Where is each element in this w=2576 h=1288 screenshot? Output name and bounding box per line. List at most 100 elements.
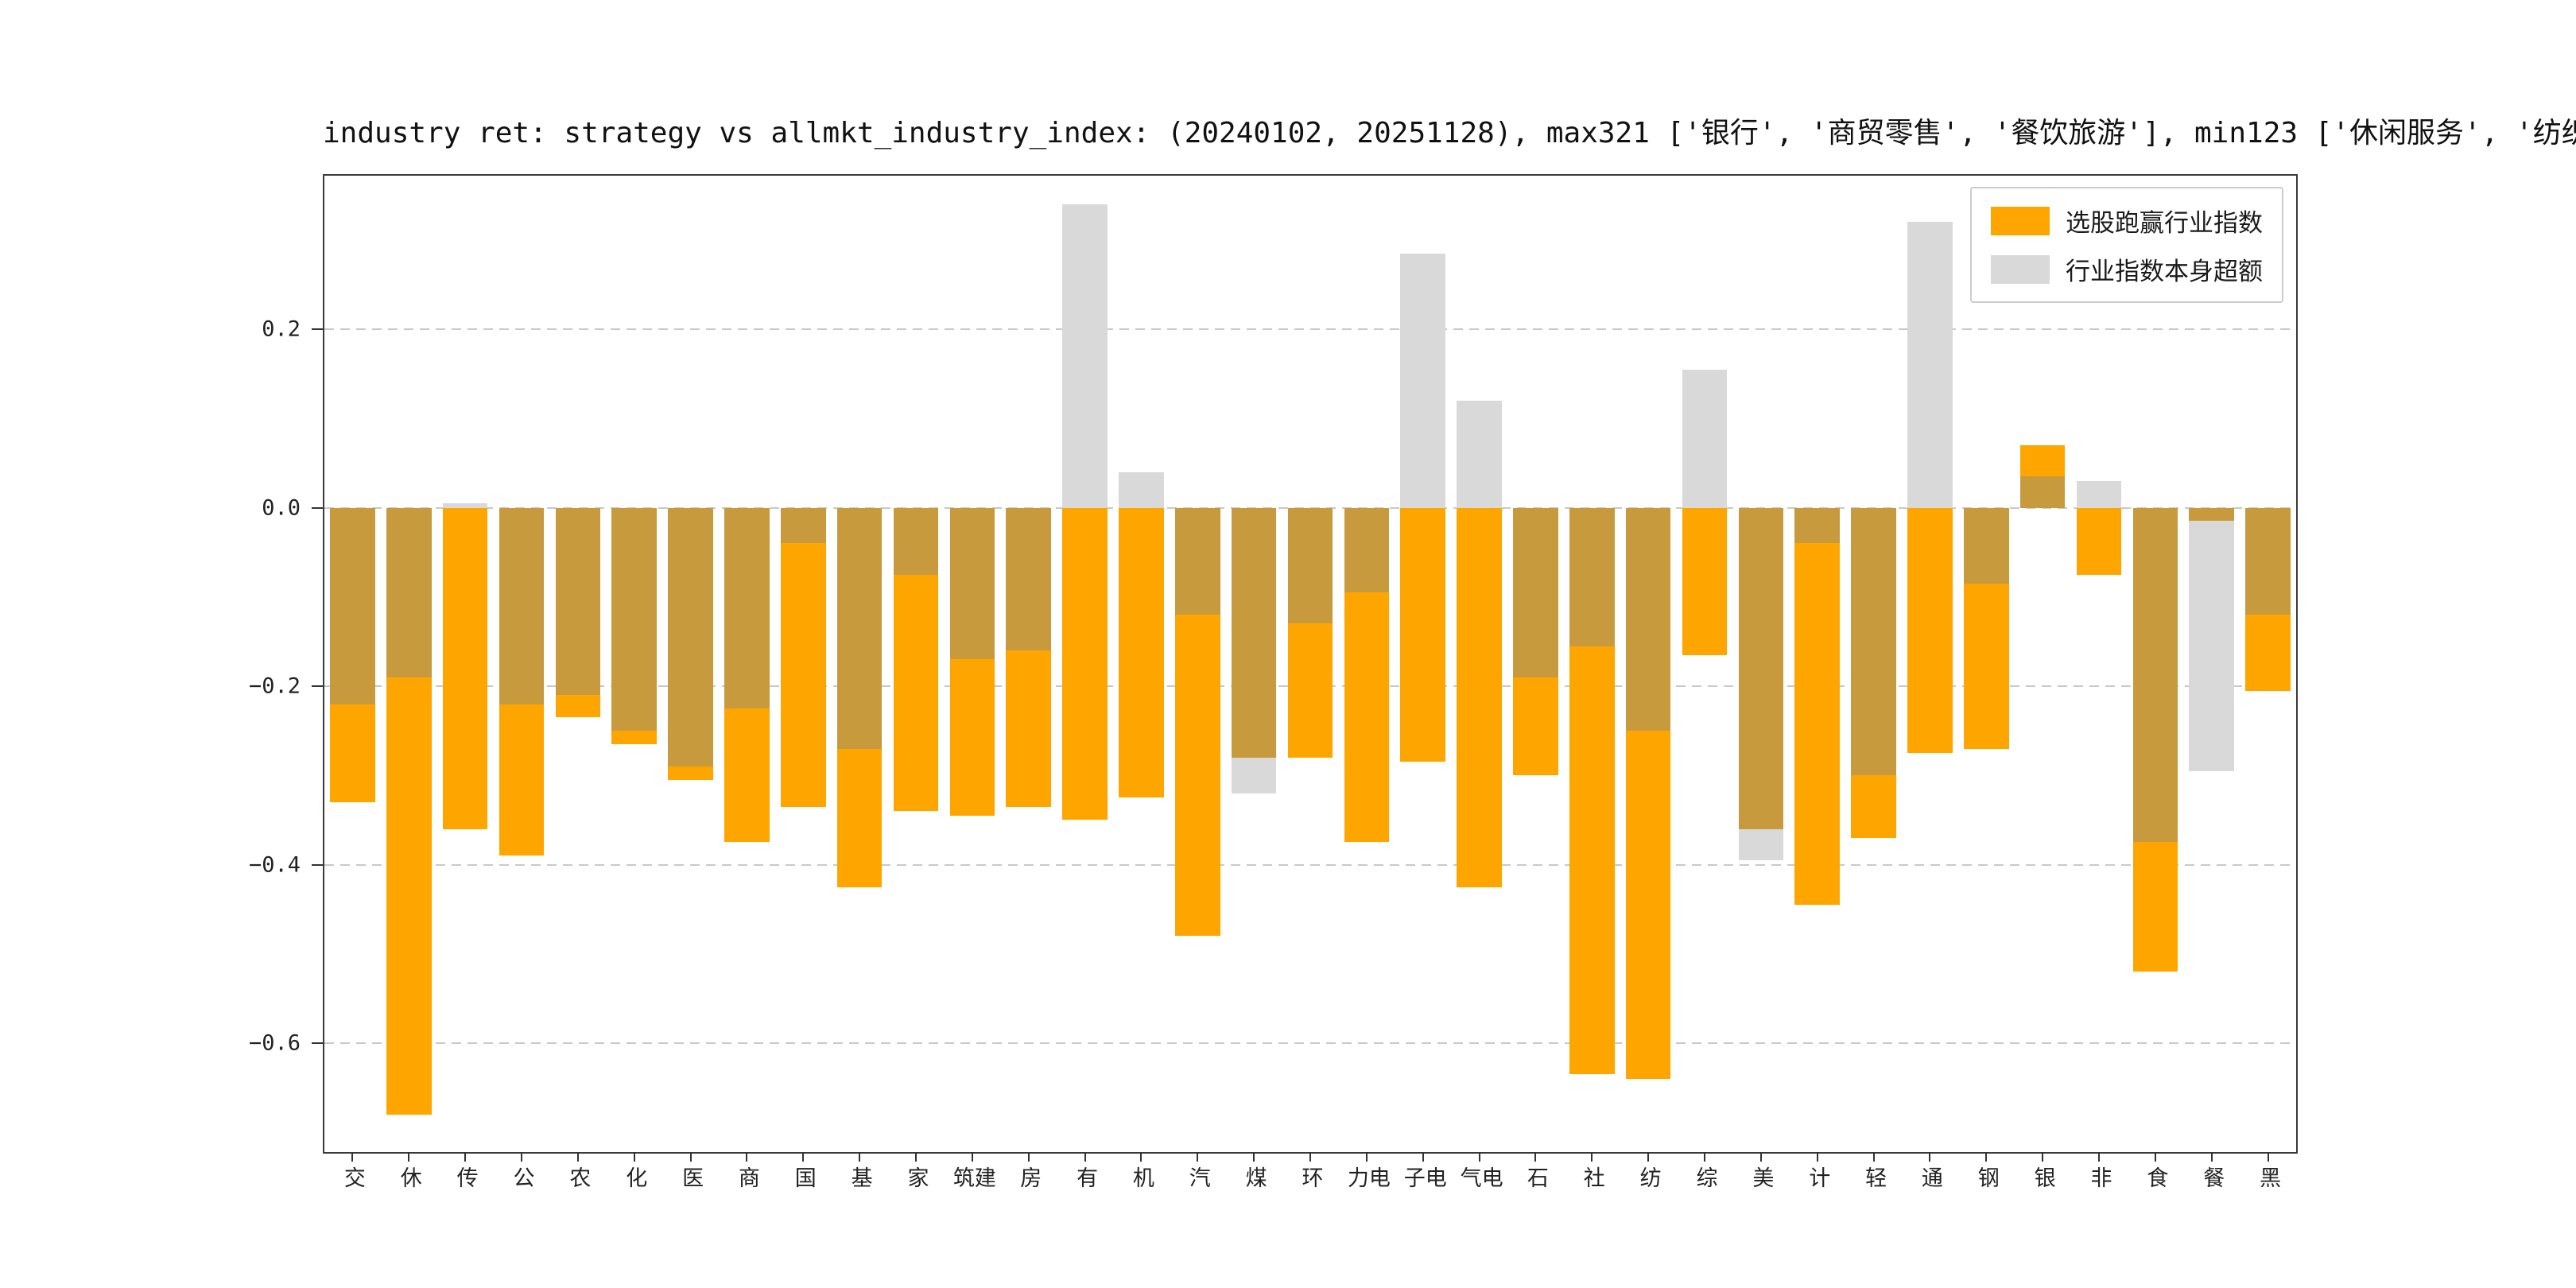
bar-segment xyxy=(2245,507,2291,615)
x-tick-mark xyxy=(1985,1152,1988,1162)
bar-segment xyxy=(1006,650,1052,807)
bar-segment xyxy=(2245,615,2291,691)
bar-segment xyxy=(1119,507,1164,798)
x-tick-label: 家 xyxy=(903,1166,929,1188)
x-tick-label: 非 xyxy=(2086,1166,2112,1188)
bar-segment xyxy=(499,704,545,856)
bar-segment xyxy=(1851,775,1896,838)
x-tick-label: 休 xyxy=(396,1166,421,1188)
bar-segment xyxy=(724,507,770,709)
x-tick-label: 公 xyxy=(509,1166,534,1188)
bar-segment xyxy=(2076,480,2122,508)
bar-segment xyxy=(1794,507,1841,544)
bar-segment xyxy=(668,507,713,767)
bar-segment xyxy=(2019,476,2066,508)
x-tick-mark xyxy=(1534,1152,1537,1162)
legend-label: 选股跑赢行业指数 xyxy=(2066,209,2263,238)
x-tick-label: 餐 xyxy=(2199,1166,2225,1188)
gridline xyxy=(324,328,2296,331)
bar-segment xyxy=(1625,731,1671,1079)
x-tick-label: 传 xyxy=(452,1166,478,1188)
x-tick-mark xyxy=(1084,1152,1086,1162)
bar-segment xyxy=(1682,507,1728,655)
gridline xyxy=(324,1042,2296,1045)
x-tick-mark xyxy=(1816,1152,1818,1162)
y-tick-label: −0.4 xyxy=(248,852,301,878)
x-tick-label: 美 xyxy=(1748,1166,1774,1188)
bar-segment xyxy=(668,766,713,780)
bar-segment xyxy=(1400,507,1446,762)
bar-segment xyxy=(442,507,488,829)
x-tick-label: 农 xyxy=(565,1166,591,1188)
x-tick-label: 银 xyxy=(2030,1166,2055,1188)
bar-segment xyxy=(1344,592,1390,843)
bar-segment xyxy=(780,543,826,807)
x-tick-label: 电子 xyxy=(1399,1166,1446,1188)
y-tick-mark xyxy=(312,328,323,331)
x-tick-label: 化 xyxy=(622,1166,647,1188)
y-tick-label: 0.0 xyxy=(262,495,301,521)
x-tick-label: 基 xyxy=(847,1166,872,1188)
bar-segment xyxy=(1907,222,1953,508)
legend: 选股跑赢行业指数 行业指数本身超额 xyxy=(1970,187,2283,303)
bar-segment xyxy=(1513,507,1558,677)
bar-segment xyxy=(1682,369,1728,508)
x-tick-label: 钢 xyxy=(1973,1166,1999,1188)
bar-segment xyxy=(611,507,658,731)
x-tick-label: 黑 xyxy=(2256,1166,2281,1188)
legend-swatch-orange xyxy=(1991,206,2050,235)
x-tick-mark xyxy=(971,1152,973,1162)
bar-segment xyxy=(1174,615,1220,937)
x-tick-mark xyxy=(408,1152,410,1162)
legend-swatch-gray xyxy=(1991,254,2050,284)
bar-segment xyxy=(499,507,545,704)
bar-segment xyxy=(836,748,883,887)
bar-segment xyxy=(1231,757,1277,793)
bar-segment xyxy=(1287,507,1333,624)
x-tick-mark xyxy=(576,1152,579,1162)
x-tick-mark xyxy=(2154,1152,2156,1162)
x-tick-label: 医 xyxy=(678,1166,704,1188)
bar-segment xyxy=(1062,204,1108,508)
bar-segment xyxy=(2132,842,2178,972)
x-tick-label: 国 xyxy=(790,1166,816,1188)
x-tick-mark xyxy=(1647,1152,1650,1162)
x-tick-mark xyxy=(1197,1152,1199,1162)
bar-segment xyxy=(1794,543,1841,906)
y-tick-mark xyxy=(312,863,323,866)
bar-segment xyxy=(1006,507,1052,651)
x-tick-mark xyxy=(746,1152,748,1162)
x-tick-label: 社 xyxy=(1579,1166,1604,1188)
bar-segment xyxy=(1457,507,1502,887)
x-tick-label: 纺 xyxy=(1635,1166,1661,1188)
x-tick-mark xyxy=(2210,1152,2213,1162)
bar-segment xyxy=(386,677,432,1115)
y-tick-label: 0.2 xyxy=(262,316,301,342)
x-tick-mark xyxy=(1759,1152,1762,1162)
x-tick-mark xyxy=(689,1152,692,1162)
x-tick-label: 煤 xyxy=(1241,1166,1267,1188)
bar-segment xyxy=(330,507,375,704)
bar-segment xyxy=(1963,507,2009,584)
x-tick-label: 计 xyxy=(1805,1166,1830,1188)
bar-segment xyxy=(2189,507,2235,522)
x-tick-mark xyxy=(1422,1152,1424,1162)
bar-segment xyxy=(2189,521,2235,771)
y-tick-label: −0.6 xyxy=(248,1030,301,1056)
x-tick-label: 综 xyxy=(1692,1166,1717,1188)
x-tick-mark xyxy=(2267,1152,2269,1162)
x-tick-label: 环 xyxy=(1298,1166,1323,1188)
x-tick-mark xyxy=(915,1152,917,1162)
bar-segment xyxy=(2076,507,2122,575)
bar-segment xyxy=(555,507,601,696)
x-tick-label: 石 xyxy=(1523,1166,1548,1188)
x-tick-mark xyxy=(464,1152,467,1162)
bar-segment xyxy=(1625,507,1671,731)
bar-segment xyxy=(1344,507,1390,593)
x-tick-label: 通 xyxy=(1917,1166,1942,1188)
x-tick-mark xyxy=(1929,1152,1931,1162)
bar-segment xyxy=(1738,828,1784,860)
x-tick-mark xyxy=(1309,1152,1311,1162)
bar-segment xyxy=(442,502,488,508)
x-tick-mark xyxy=(1365,1152,1368,1162)
